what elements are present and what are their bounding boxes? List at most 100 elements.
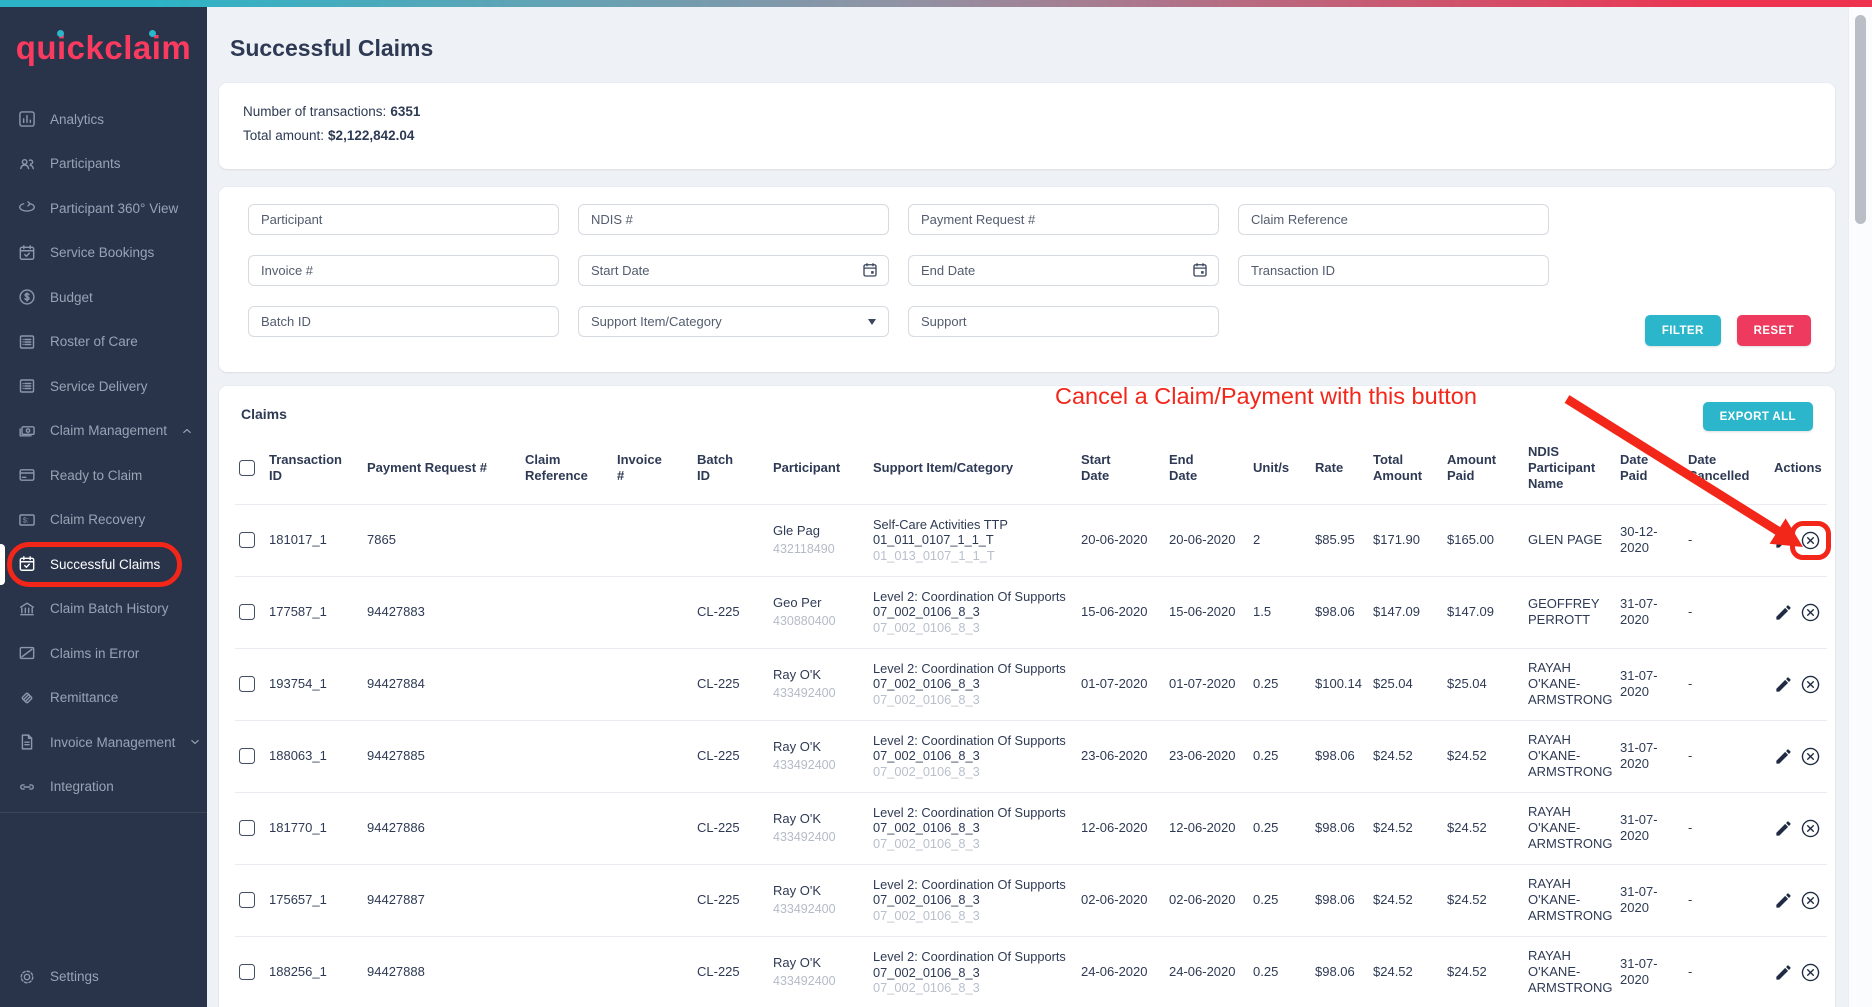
cell-transaction-id: 181770_1: [269, 820, 327, 835]
cancel-claim-button[interactable]: [1800, 818, 1821, 839]
cancel-claim-button[interactable]: [1800, 746, 1821, 767]
row-checkbox[interactable]: [239, 892, 255, 908]
cancel-claim-button[interactable]: [1790, 520, 1831, 560]
support-filter-input[interactable]: [908, 306, 1219, 337]
cell-units: 0.25: [1253, 676, 1279, 691]
cell-ndis-name: RAYAH O'KANE-ARMSTRONG: [1528, 804, 1613, 851]
cell-end-date: 23-06-2020: [1169, 748, 1236, 763]
claim-row: 175657_1 94427887 CL-225 Ray O'K 43349240…: [235, 864, 1827, 936]
sidebar-divider: [0, 812, 207, 813]
cell-transaction-id: 177587_1: [269, 604, 327, 619]
analytics-icon: [17, 109, 37, 129]
logo-dot-icon: [56, 30, 64, 37]
support-item-category-select[interactable]: Support Item/Category: [578, 306, 889, 337]
calendar-icon[interactable]: [861, 261, 879, 279]
invoice-number-filter-input[interactable]: [248, 255, 559, 286]
cell-end-date: 20-06-2020: [1169, 532, 1236, 547]
sidebar-item-service-bookings[interactable]: Service Bookings: [0, 231, 207, 276]
cell-amount-paid: $24.52: [1447, 820, 1487, 835]
cancel-claim-button[interactable]: [1800, 674, 1821, 695]
reset-button[interactable]: RESET: [1736, 315, 1811, 346]
sidebar-item-budget[interactable]: Budget: [0, 275, 207, 320]
edit-claim-button[interactable]: [1774, 747, 1793, 766]
total-amount-label: Total amount:: [243, 128, 325, 143]
select-all-checkbox[interactable]: [239, 459, 255, 476]
cell-support-item: Self-Care Activities TTP 01_011_0107_1_1_…: [873, 516, 1008, 563]
claim-reference-filter-input[interactable]: [1238, 204, 1549, 235]
sidebar-item-claim-management[interactable]: Claim Management: [0, 409, 207, 454]
cell-invoice: [617, 864, 697, 936]
cell-total-amount: $25.04: [1373, 676, 1413, 691]
claims-table: Transaction ID Payment Request # Claim R…: [235, 432, 1831, 1007]
cell-ndis-name: RAYAH O'KANE-ARMSTRONG: [1528, 732, 1613, 779]
start-date-filter-input[interactable]: [578, 255, 889, 286]
cell-payment-request: 94427886: [367, 820, 425, 835]
calendar-icon[interactable]: [1191, 261, 1209, 279]
sidebar-item-claim-batch-history[interactable]: Claim Batch History: [0, 587, 207, 632]
sidebar-item-invoice-management[interactable]: Invoice Management: [0, 720, 207, 765]
cell-start-date: 24-06-2020: [1081, 964, 1148, 980]
sidebar-item-successful-claims[interactable]: Successful Claims: [0, 542, 207, 587]
row-checkbox[interactable]: [239, 748, 255, 764]
row-checkbox[interactable]: [239, 604, 255, 620]
edit-claim-button[interactable]: [1774, 675, 1793, 694]
batch-id-filter-input[interactable]: [248, 306, 559, 337]
ndis-number-filter-input[interactable]: [578, 204, 889, 235]
filter-button[interactable]: FILTER: [1644, 315, 1721, 346]
sidebar-item-service-delivery[interactable]: Service Delivery: [0, 364, 207, 409]
cell-batch-id: CL-225: [697, 820, 740, 835]
cell-date-cancelled: -: [1688, 892, 1693, 907]
gear-icon: [17, 967, 37, 987]
cancel-claim-button[interactable]: [1800, 602, 1821, 623]
row-checkbox[interactable]: [239, 532, 255, 548]
cell-invoice: [617, 576, 697, 648]
sidebar-item-roster-of-care[interactable]: Roster of Care: [0, 320, 207, 365]
cell-end-date: 24-06-2020: [1169, 964, 1236, 980]
participant-filter-input[interactable]: [248, 204, 559, 235]
cell-start-date: 01-07-2020: [1081, 676, 1148, 691]
cell-batch-id: CL-225: [697, 676, 740, 691]
edit-claim-button[interactable]: [1774, 891, 1793, 910]
cell-ndis-name: RAYAH O'KANE-ARMSTRONG: [1528, 948, 1613, 996]
cell-start-date: 12-06-2020: [1081, 820, 1148, 835]
edit-claim-button[interactable]: [1774, 819, 1793, 838]
cell-transaction-id: 188256_1: [269, 964, 327, 980]
cell-support-item: Level 2: Coordination Of Supports 07_002_…: [873, 876, 1066, 923]
payment-request-filter-input[interactable]: [908, 204, 1219, 235]
sidebar-item-integration[interactable]: Integration: [0, 765, 207, 810]
row-checkbox[interactable]: [239, 820, 255, 836]
scrollbar-track[interactable]: [1848, 7, 1872, 1007]
link-icon: [17, 777, 37, 797]
scrollbar-thumb[interactable]: [1855, 15, 1866, 224]
sidebar-item-participants[interactable]: Participants: [0, 142, 207, 187]
edit-claim-button[interactable]: [1774, 963, 1793, 982]
sidebar-item-analytics[interactable]: Analytics: [0, 97, 207, 142]
edit-claim-button[interactable]: [1774, 531, 1793, 550]
sidebar-item-claims-in-error[interactable]: Claims in Error: [0, 631, 207, 676]
cell-total-amount: $171.90: [1373, 532, 1420, 547]
sidebar-item-remittance[interactable]: Remittance: [0, 676, 207, 721]
column-header: End Date: [1169, 451, 1198, 483]
cell-payment-request: 94427887: [367, 892, 425, 907]
cell-transaction-id: 181017_1: [269, 532, 327, 547]
cell-payment-request: 94427888: [367, 964, 425, 980]
bank-icon: [17, 599, 37, 619]
row-checkbox[interactable]: [239, 676, 255, 692]
sidebar-item-label: Ready to Claim: [50, 467, 143, 483]
sidebar-item-participant-360-view[interactable]: Participant 360° View: [0, 186, 207, 231]
end-date-filter-input[interactable]: [908, 255, 1219, 286]
row-checkbox[interactable]: [239, 964, 255, 981]
edit-claim-button[interactable]: [1774, 603, 1793, 622]
cell-date-paid: 31-07-2020: [1620, 740, 1658, 771]
transaction-id-filter-input[interactable]: [1238, 255, 1549, 286]
sidebar-item-ready-to-claim[interactable]: Ready to Claim: [0, 453, 207, 498]
cell-batch-id: CL-225: [697, 964, 740, 980]
cancel-claim-button[interactable]: [1800, 962, 1821, 983]
sidebar-item-settings[interactable]: Settings: [0, 955, 207, 1000]
cell-date-paid: 31-07-2020: [1620, 956, 1658, 988]
cancel-claim-button[interactable]: [1800, 890, 1821, 911]
sidebar-item-claim-recovery[interactable]: $: Claim Recovery: [0, 498, 207, 543]
column-header: Amount Paid: [1447, 451, 1497, 483]
export-all-button[interactable]: EXPORT ALL: [1702, 402, 1813, 431]
calendar-check-icon: [17, 554, 37, 574]
